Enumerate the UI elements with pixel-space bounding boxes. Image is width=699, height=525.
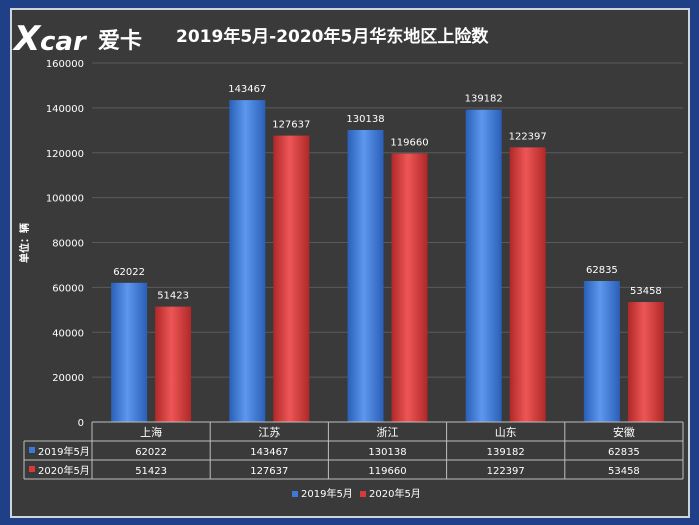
- legend-label: 2019年5月: [301, 487, 353, 500]
- data-label: 143467: [228, 84, 266, 95]
- y-tick-label: 80000: [52, 239, 84, 250]
- y-axis-label: 单位：辆: [18, 223, 31, 263]
- data-label: 62022: [113, 267, 145, 278]
- table-legend-key: [29, 466, 35, 472]
- y-tick-label: 20000: [52, 373, 84, 384]
- data-label: 122397: [509, 131, 547, 142]
- data-label: 127637: [272, 120, 310, 131]
- bar-2019-4: [583, 281, 620, 422]
- y-tick-label: 100000: [46, 194, 84, 205]
- bar-2019-1: [229, 100, 266, 422]
- table-cell: 51423: [135, 466, 167, 477]
- data-label: 53458: [630, 286, 662, 297]
- y-tick-label: 140000: [46, 104, 84, 115]
- y-tick-label: 40000: [52, 328, 84, 339]
- logo-car-text: car: [40, 27, 88, 57]
- x-tick-label: 江苏: [258, 426, 280, 439]
- table-cell: 143467: [250, 447, 288, 458]
- x-tick-label: 山东: [495, 426, 517, 439]
- chart-title: 2019年5月-2020年5月华东地区上险数: [176, 26, 489, 47]
- data-table: 上海 江苏 浙江 山东 安徽 2019年5月 62022 143467 130138 139182…: [23, 421, 684, 480]
- table-cell: 53458: [608, 466, 640, 477]
- xcar-logo: X car 爱卡: [12, 19, 142, 59]
- y-tick-label: 120000: [46, 149, 84, 160]
- bar-2020-3: [509, 147, 546, 422]
- legend: 2019年5月 2020年5月: [292, 487, 421, 500]
- table-cell: 62835: [608, 447, 640, 458]
- table-cell: 119660: [368, 466, 406, 477]
- bars: 62022 51423 143467 127637 130138 119660 139182…: [111, 84, 664, 422]
- bar-2019-2: [347, 130, 384, 422]
- bar-2019-3: [465, 109, 502, 422]
- x-tick-label: 安徽: [613, 425, 635, 439]
- table-series-name: 2020年5月: [38, 464, 90, 477]
- table-cell: 127637: [250, 466, 288, 477]
- data-label: 51423: [157, 291, 189, 302]
- table-legend-key: [29, 447, 35, 453]
- x-tick-label: 浙江: [377, 426, 399, 439]
- table-series-name: 2019年5月: [38, 445, 90, 458]
- y-tick-labels: 0 20000 40000 60000 80000 100000 120000 140000 1…: [46, 59, 84, 429]
- table-cell: 130138: [368, 447, 406, 458]
- bar-2020-1: [273, 135, 310, 422]
- bar-2019-0: [111, 282, 148, 422]
- legend-key: [360, 491, 366, 497]
- table-cell: 62022: [135, 447, 167, 458]
- y-tick-label: 160000: [46, 59, 84, 70]
- data-label: 62835: [586, 265, 618, 276]
- legend-key: [292, 491, 298, 497]
- y-tick-label: 0: [78, 418, 84, 429]
- data-label: 130138: [346, 114, 384, 125]
- bar-2020-4: [627, 302, 664, 422]
- x-tick-label: 上海: [140, 425, 162, 439]
- y-tick-label: 60000: [52, 283, 84, 294]
- bar-2020-2: [391, 153, 428, 422]
- data-label: 139182: [465, 94, 503, 105]
- table-cell: 122397: [487, 466, 525, 477]
- table-cell: 139182: [487, 447, 525, 458]
- bar-2020-0: [155, 306, 192, 422]
- data-label: 119660: [390, 138, 428, 149]
- legend-label: 2020年5月: [369, 487, 421, 500]
- logo-cn-text: 爱卡: [98, 29, 142, 54]
- logo-x-letter: X: [12, 19, 42, 59]
